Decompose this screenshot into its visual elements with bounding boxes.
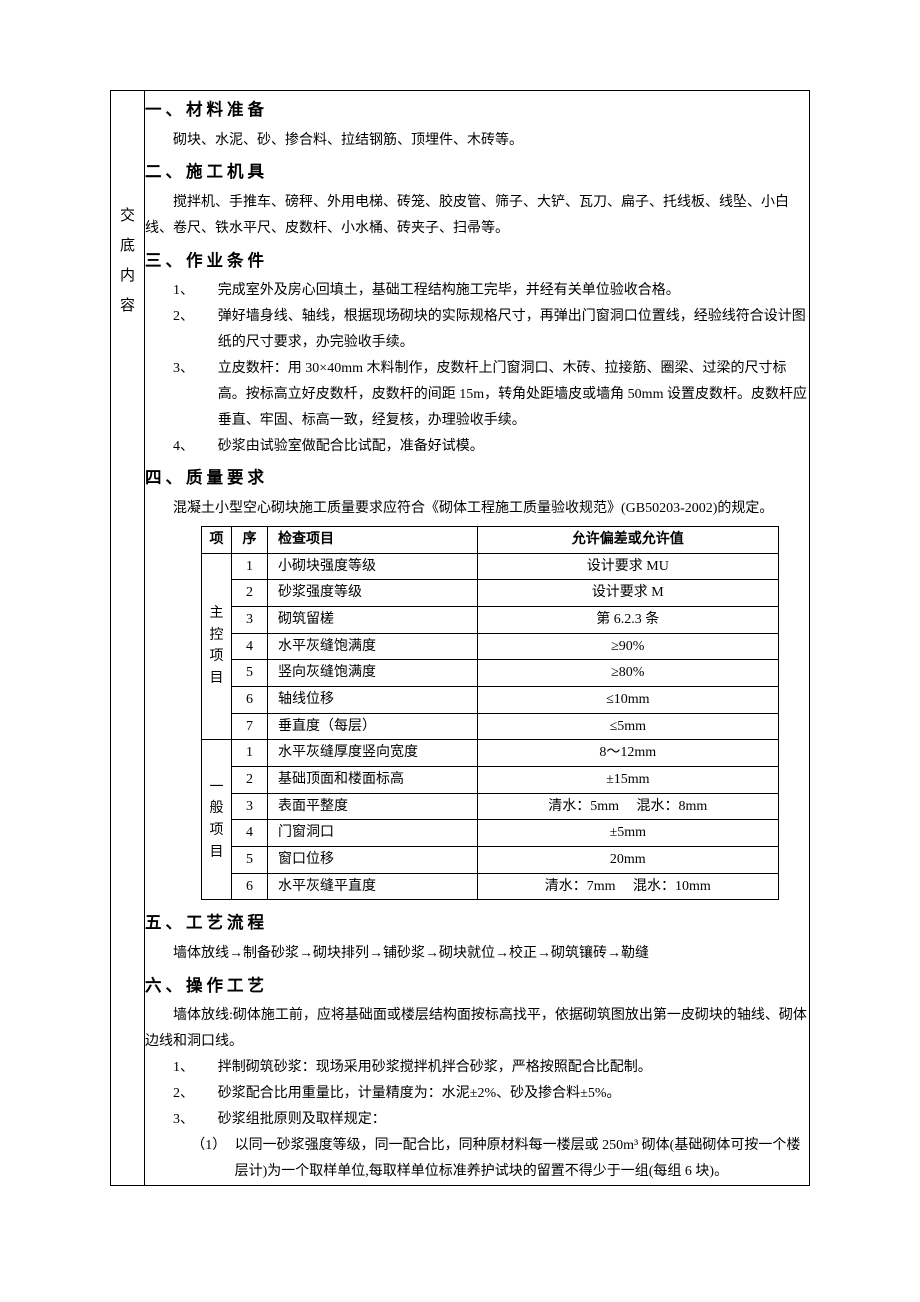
list-item: 1、完成室外及房心回填土，基础工程结构施工完毕，并经有关单位验收合格。: [173, 278, 809, 304]
side-label: 容: [120, 291, 135, 321]
section-6-body: 墙体放线:砌体施工前，应将基础面或楼层结构面按标高找平，依据砌筑图放出第一皮砌块…: [145, 1003, 809, 1055]
qtable-item: 砂浆强度等级: [268, 580, 478, 607]
section-heading-2: 二、施工机具: [145, 157, 809, 188]
qtable-header-item: 检查项目: [268, 526, 478, 553]
table-row: 4水平灰缝饱满度≥90%: [202, 633, 779, 660]
qtable-value: 第 6.2.3 条: [478, 606, 779, 633]
qtable-item: 窗口位移: [268, 847, 478, 874]
qtable-header-seq: 序: [232, 526, 268, 553]
qtable-seq: 3: [232, 793, 268, 820]
section-2-body: 搅拌机、手推车、磅秤、外用电梯、砖笼、胶皮管、筛子、大铲、瓦刀、扁子、托线板、线…: [145, 190, 809, 242]
side-label: 内: [120, 261, 135, 291]
side-label: 交: [120, 201, 135, 231]
section-1-body: 砌块、水泥、砂、掺合料、拉结钢筋、顶埋件、木砖等。: [145, 128, 809, 154]
qtable-item: 垂直度（每层）: [268, 713, 478, 740]
table-row: 3表面平整度清水：5mm 混水：8mm: [202, 793, 779, 820]
table-row: 2基础顶面和楼面标高±15mm: [202, 767, 779, 794]
qtable-seq: 1: [232, 553, 268, 580]
side-label-column: 交 底 内 容: [111, 91, 145, 1186]
list-item: （1）以同一砂浆强度等级，同一配合比，同种原材料每一楼层或 250m³ 砌体(基…: [190, 1133, 809, 1185]
section-heading-4: 四、质量要求: [145, 463, 809, 494]
qtable-seq: 2: [232, 580, 268, 607]
qtable-seq: 3: [232, 606, 268, 633]
table-row: 2砂浆强度等级设计要求 M: [202, 580, 779, 607]
qtable-item: 表面平整度: [268, 793, 478, 820]
section-4-body: 混凝土小型空心砌块施工质量要求应符合《砌体工程施工质量验收规范》(GB50203…: [145, 496, 809, 522]
qtable-value: ±5mm: [478, 820, 779, 847]
qtable-seq: 7: [232, 713, 268, 740]
qtable-seq: 1: [232, 740, 268, 767]
qtable-value: ≥90%: [478, 633, 779, 660]
table-row: 一般项目1水平灰缝厚度竖向宽度8～12mm: [202, 740, 779, 767]
list-item: 3、砂浆组批原则及取样规定：: [173, 1107, 809, 1133]
section-5-body: 墙体放线→制备砂浆→砌块排列→铺砂浆→砌块就位→校正→砌筑镶砖→勒缝: [145, 941, 809, 967]
qtable-seq: 4: [232, 633, 268, 660]
qtable-item: 小砌块强度等级: [268, 553, 478, 580]
table-row: 7垂直度（每层）≤5mm: [202, 713, 779, 740]
table-row: 5窗口位移20mm: [202, 847, 779, 874]
table-row: 4门窗洞口±5mm: [202, 820, 779, 847]
table-row: 6水平灰缝平直度清水：7mm 混水：10mm: [202, 873, 779, 900]
section-heading-5: 五、工艺流程: [145, 908, 809, 939]
list-item: 4、砂浆由试验室做配合比试配，准备好试模。: [173, 434, 809, 460]
qtable-seq: 2: [232, 767, 268, 794]
list-item: 1、拌制砌筑砂浆：现场采用砂浆搅拌机拌合砂浆，严格按照配合比配制。: [173, 1055, 809, 1081]
qtable-value: 设计要求 MU: [478, 553, 779, 580]
table-row: 6轴线位移≤10mm: [202, 686, 779, 713]
qtable-seq: 5: [232, 847, 268, 874]
side-label: 底: [120, 231, 135, 261]
qtable-item: 水平灰缝饱满度: [268, 633, 478, 660]
qtable-value: 设计要求 M: [478, 580, 779, 607]
qtable-value: 8～12mm: [478, 740, 779, 767]
section-6-sublist: （1）以同一砂浆强度等级，同一配合比，同种原材料每一楼层或 250m³ 砌体(基…: [145, 1133, 809, 1185]
qtable-seq: 4: [232, 820, 268, 847]
qtable-item: 基础顶面和楼面标高: [268, 767, 478, 794]
qtable-seq: 6: [232, 686, 268, 713]
qtable-value: 清水：7mm 混水：10mm: [478, 873, 779, 900]
qtable-value: ≤5mm: [478, 713, 779, 740]
quality-table: 项 序 检查项目 允许偏差或允许值 主控项目1小砌块强度等级设计要求 MU2砂浆…: [201, 526, 779, 901]
main-content: 一、材料准备 砌块、水泥、砂、掺合料、拉结钢筋、顶埋件、木砖等。 二、施工机具 …: [145, 91, 810, 1186]
section-heading-1: 一、材料准备: [145, 95, 809, 126]
section-6-list: 1、拌制砌筑砂浆：现场采用砂浆搅拌机拌合砂浆，严格按照配合比配制。 2、砂浆配合…: [145, 1055, 809, 1133]
section-heading-3: 三、作业条件: [145, 246, 809, 277]
qtable-value: ±15mm: [478, 767, 779, 794]
section-3-list: 1、完成室外及房心回填土，基础工程结构施工完毕，并经有关单位验收合格。 2、弹好…: [145, 278, 809, 459]
qtable-header-proj: 项: [202, 526, 232, 553]
qtable-value: 20mm: [478, 847, 779, 874]
table-row: 3砌筑留槎第 6.2.3 条: [202, 606, 779, 633]
qtable-item: 水平灰缝厚度竖向宽度: [268, 740, 478, 767]
list-item: 2、弹好墙身线、轴线，根据现场砌块的实际规格尺寸，再弹出门窗洞口位置线，经验线符…: [173, 304, 809, 356]
qtable-value: 清水：5mm 混水：8mm: [478, 793, 779, 820]
qtable-seq: 5: [232, 660, 268, 687]
document-frame: 交 底 内 容 一、材料准备 砌块、水泥、砂、掺合料、拉结钢筋、顶埋件、木砖等。…: [110, 90, 810, 1186]
qtable-item: 砌筑留槎: [268, 606, 478, 633]
qtable-value: ≤10mm: [478, 686, 779, 713]
table-row: 主控项目1小砌块强度等级设计要求 MU: [202, 553, 779, 580]
section-heading-6: 六、操作工艺: [145, 971, 809, 1002]
list-item: 3、立皮数杆：用 30×40mm 木料制作，皮数杆上门窗洞口、木砖、拉接筋、圈梁…: [173, 356, 809, 434]
qtable-header-val: 允许偏差或允许值: [478, 526, 779, 553]
qtable-item: 门窗洞口: [268, 820, 478, 847]
qtable-item: 水平灰缝平直度: [268, 873, 478, 900]
list-item: 2、砂浆配合比用重量比，计量精度为：水泥±2%、砂及掺合料±5%。: [173, 1081, 809, 1107]
qtable-seq: 6: [232, 873, 268, 900]
qtable-group-label: 主控项目: [202, 553, 232, 740]
table-row: 5竖向灰缝饱满度≥80%: [202, 660, 779, 687]
qtable-item: 竖向灰缝饱满度: [268, 660, 478, 687]
qtable-value: ≥80%: [478, 660, 779, 687]
qtable-group-label: 一般项目: [202, 740, 232, 900]
qtable-item: 轴线位移: [268, 686, 478, 713]
